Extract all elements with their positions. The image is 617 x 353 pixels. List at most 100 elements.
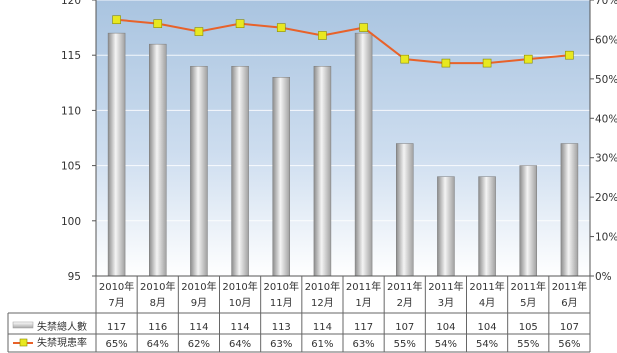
bar-value-label: 116 (148, 322, 167, 333)
category-month: 3月 (438, 297, 454, 309)
line-point (400, 54, 410, 64)
bar-value-label: 117 (354, 322, 373, 333)
line-point (359, 23, 368, 32)
data-table-grid (7, 275, 591, 353)
bar (478, 176, 496, 277)
line-point (523, 54, 533, 64)
legend-line-marker (19, 338, 28, 347)
left-tick-label: 110 (61, 105, 81, 117)
line-point (318, 31, 327, 40)
bar (107, 32, 126, 277)
right-tick-label: 70% (595, 0, 617, 7)
bar-value-label: 114 (231, 322, 250, 333)
line-point (112, 15, 121, 25)
line-value-label: 64% (229, 339, 251, 350)
category-month: 7月 (108, 297, 124, 309)
line-value-label: 62% (188, 339, 210, 350)
left-tick-label: 100 (61, 216, 81, 228)
category-month: 8月 (150, 297, 166, 309)
category-year: 2011年 (346, 280, 381, 293)
line-point (482, 58, 492, 68)
right-axis-ticks: 0% 10% 20% 30% 40% 50% 60% 70% (590, 0, 617, 283)
bar (396, 143, 414, 277)
bar (149, 43, 167, 277)
category-year: 2011年 (511, 280, 546, 293)
category-year: 2011年 (428, 280, 463, 293)
category-month: 6月 (561, 297, 577, 309)
legend-bar-swatch (12, 321, 34, 329)
left-tick-label: 105 (61, 161, 81, 173)
category-year: 2010年 (222, 280, 257, 293)
category-month: 5月 (520, 297, 536, 309)
line-value-label: 54% (435, 339, 457, 350)
legend-row-bars: 失禁總人數 117 116 114 114 113 114 117 107 104 104 105 1… (12, 320, 579, 333)
right-tick-label: 50% (595, 74, 617, 86)
legend-line-label: 失禁現患率 (37, 336, 87, 349)
bar-value-label: 105 (519, 322, 538, 333)
bar-value-row: 117 116 114 114 113 114 117 107 104 104 105 107 (107, 322, 579, 333)
right-tick-label: 30% (595, 153, 617, 165)
right-tick-label: 60% (595, 34, 617, 46)
legend-bar-label: 失禁總人數 (37, 320, 87, 333)
category-year: 2010年 (140, 280, 175, 293)
category-month: 4月 (479, 297, 495, 309)
left-tick-label: 120 (61, 0, 81, 7)
line-point (235, 19, 245, 28)
left-tick-label: 95 (68, 271, 81, 283)
line-value-label: 63% (352, 339, 374, 350)
right-tick-label: 0% (595, 271, 612, 283)
plot-area (96, 0, 590, 276)
bar (519, 165, 537, 277)
category-year: 2010年 (181, 280, 216, 293)
category-month: 10月 (229, 297, 252, 309)
bar-value-label: 107 (395, 322, 414, 333)
bar (313, 65, 332, 277)
line-value-label: 56% (558, 339, 580, 350)
bar-value-label: 114 (189, 322, 208, 333)
line-point (441, 58, 451, 68)
right-tick-label: 10% (595, 232, 617, 244)
right-tick-label: 40% (595, 113, 617, 125)
bar-value-label: 113 (272, 322, 291, 333)
line-point (276, 23, 286, 32)
bar (231, 65, 249, 277)
category-month: 11月 (270, 297, 293, 309)
line-value-label: 55% (517, 339, 539, 350)
line-value-row: 65% 64% 62% 64% 63% 61% 63% 55% 54% 54% 55% 56% (105, 339, 580, 350)
rate-line (116, 18, 570, 65)
bar-value-label: 104 (478, 322, 497, 333)
line-value-label: 54% (476, 339, 498, 350)
category-year: 2011年 (469, 280, 504, 293)
legend-row-line: 失禁現患率 65% 64% 62% 64% 63% 61% 63% 55% 54% 54% 55% 5… (13, 336, 581, 350)
category-month: 12月 (311, 297, 334, 309)
line-value-label: 61% (311, 339, 333, 350)
category-year: 2011年 (387, 280, 422, 293)
bar (190, 65, 208, 277)
line-point (194, 27, 204, 36)
left-axis-ticks: 95 100 105 110 115 120 (61, 0, 96, 283)
right-tick-label: 20% (595, 192, 617, 204)
bar (560, 143, 579, 277)
category-year: 2010年 (305, 280, 340, 293)
category-month: 9月 (191, 297, 207, 309)
line-point (153, 19, 163, 28)
bar (437, 176, 455, 277)
line-series (112, 15, 574, 68)
bar (354, 32, 373, 277)
line-value-label: 55% (394, 339, 416, 350)
line-value-label: 63% (270, 339, 292, 350)
category-year: 2010年 (264, 280, 299, 293)
bar-value-label: 117 (107, 322, 126, 333)
category-month: 1月 (355, 297, 371, 309)
category-month: 2月 (397, 297, 413, 309)
line-value-label: 65% (105, 339, 127, 350)
left-tick-label: 115 (61, 50, 81, 62)
bar-value-label: 114 (313, 322, 332, 333)
category-labels: 2010年 7月 2010年 8月 2010年 9月 2010年 10月 2010年 11月 201… (99, 280, 587, 309)
data-table: 2010年 7月 2010年 8月 2010年 9月 2010年 10月 2010年 11月 201… (7, 275, 591, 353)
category-year: 2011年 (552, 280, 587, 293)
line-point (565, 50, 574, 60)
bar (272, 77, 290, 277)
category-year: 2010年 (99, 280, 134, 293)
